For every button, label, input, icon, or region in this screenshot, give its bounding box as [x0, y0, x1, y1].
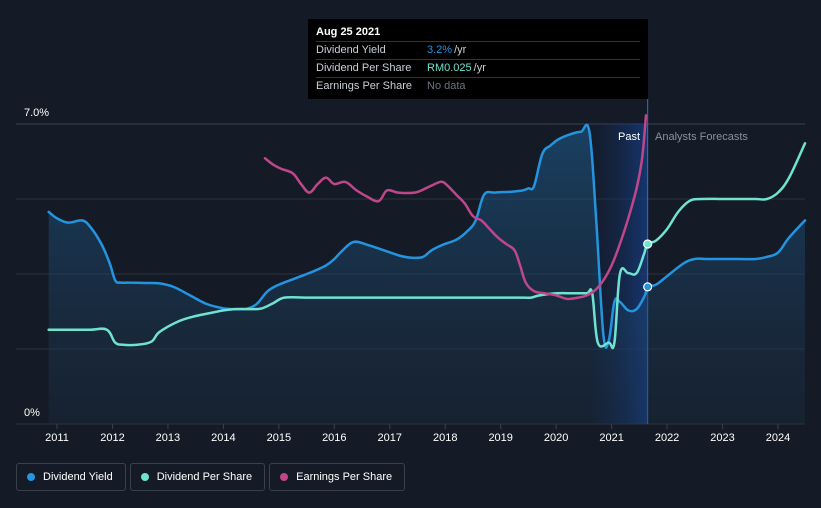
marker-point: [643, 282, 653, 292]
x-tick-label: 2021: [599, 432, 623, 444]
tooltip-value: RM0.025: [427, 62, 472, 74]
legend-dot-icon: [140, 473, 149, 481]
y-axis-min-label: 0%: [24, 407, 40, 419]
x-tick-label: 2013: [156, 432, 180, 444]
x-tick-label: 2015: [267, 432, 291, 444]
x-tick-label: 2018: [433, 432, 457, 444]
x-tick-label: 2014: [211, 432, 235, 444]
x-tick-label: 2023: [710, 432, 734, 444]
tooltip-unit: /yr: [473, 62, 486, 74]
legend: Dividend Yield Dividend Per Share Earnin…: [16, 463, 406, 491]
legend-label: Dividend Per Share: [156, 471, 253, 483]
tooltip-date: Aug 25 2021: [316, 26, 381, 38]
legend-item-dividend-yield[interactable]: Dividend Yield: [16, 463, 126, 491]
marker-point: [643, 239, 653, 249]
x-tick-label: 2022: [655, 432, 679, 444]
yield-area: [48, 124, 805, 424]
legend-label: Dividend Yield: [43, 471, 113, 483]
earnings-per-share-line: [263, 114, 648, 301]
tooltip-row-dps: Dividend Per Share RM0.025 /yr: [316, 59, 640, 77]
tooltip-label: Dividend Yield: [316, 44, 386, 56]
chart-tooltip: Aug 25 2021 Dividend Yield 3.2% /yr Divi…: [308, 19, 648, 99]
x-tick-label: 2024: [766, 432, 790, 444]
tooltip-label: Earnings Per Share: [316, 80, 412, 92]
legend-item-earnings-per-share[interactable]: Earnings Per Share: [269, 463, 406, 491]
tooltip-value: 3.2%: [427, 44, 453, 56]
x-tick-label: 2012: [100, 432, 124, 444]
tooltip-value: No data: [427, 80, 466, 92]
legend-dot-icon: [27, 473, 35, 481]
tooltip-label: Dividend Per Share: [316, 62, 412, 74]
x-tick-label: 2011: [45, 432, 69, 444]
x-tick-label: 2020: [544, 432, 568, 444]
x-axis: 2011 2012 2013 2014 2015 2016 2017 2018 2019 2020…: [45, 424, 790, 444]
legend-dot-icon: [280, 473, 289, 481]
past-label: Past: [618, 131, 640, 143]
tooltip-unit: /yr: [454, 44, 467, 56]
series-markers: [643, 239, 653, 292]
tooltip-row-yield: Dividend Yield 3.2% /yr: [316, 41, 640, 59]
x-tick-label: 2016: [322, 432, 346, 444]
dividend-yield-area: [48, 124, 805, 424]
x-tick-label: 2017: [378, 432, 402, 444]
x-tick-label: 2019: [488, 432, 512, 444]
forecast-label: Analysts Forecasts: [655, 131, 748, 143]
legend-item-dividend-per-share[interactable]: Dividend Per Share: [129, 463, 266, 491]
legend-label: Earnings Per Share: [296, 471, 393, 483]
tooltip-row-eps: Earnings Per Share No data: [316, 77, 640, 95]
y-axis-max-label: 7.0%: [24, 107, 49, 119]
dividend-per-share-line: [47, 142, 807, 350]
